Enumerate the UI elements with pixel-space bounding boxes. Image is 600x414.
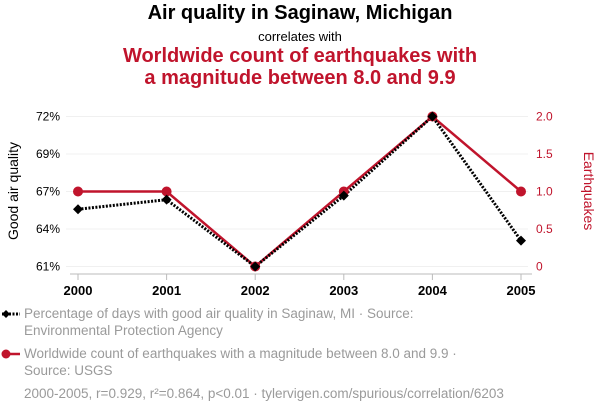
air-quality-point xyxy=(250,261,261,272)
air-quality-line xyxy=(77,114,523,269)
chart-title-2: Worldwide count of earthquakes with a ma… xyxy=(0,45,600,89)
air-quality-point xyxy=(427,111,438,122)
x-tick-label: 2002 xyxy=(241,283,270,298)
y2-tick-label: 0 xyxy=(536,260,543,274)
x-tick-label: 2000 xyxy=(64,283,93,298)
chart-title: Air quality in Saginaw, Michigan xyxy=(147,2,453,24)
air-quality-point xyxy=(161,194,172,205)
x-tick-label: 2004 xyxy=(418,283,448,298)
legend-air-line2: Environmental Protection Agency xyxy=(24,323,223,338)
title2-line1: Worldwide count of earthquakes with xyxy=(122,45,478,67)
y2-tick-label: 1.5 xyxy=(536,147,553,161)
y-tick-label: 64% xyxy=(36,222,60,236)
earthquakes-line xyxy=(78,114,522,269)
legend-quakes-circle-icon xyxy=(1,349,11,359)
y-tick-label: 61% xyxy=(36,260,60,274)
legend-air-line1: Percentage of days with good air quality… xyxy=(24,306,414,321)
x-tick-label: 2003 xyxy=(329,283,358,298)
y-tick-label: 67% xyxy=(36,185,60,199)
x-tick-label: 2001 xyxy=(152,283,181,298)
title2-line2: a magnitude between 8.0 and 9.9 xyxy=(144,67,456,89)
air-quality-point xyxy=(338,190,349,201)
y2-tick-label: 0.5 xyxy=(536,222,553,236)
chart-subtitle: correlates with xyxy=(258,29,342,44)
y2-tick-label: 1.0 xyxy=(536,185,553,199)
y-axis-label: Good air quality xyxy=(5,142,21,240)
air-quality-point xyxy=(73,204,83,215)
legend-item-air: Percentage of days with good air quality… xyxy=(24,305,584,339)
air-quality-point xyxy=(516,235,526,246)
earthquakes-point xyxy=(516,186,526,197)
earthquakes-point xyxy=(73,186,83,197)
y-tick-label: 69% xyxy=(36,147,60,161)
legend-quakes-line1: Worldwide count of earthquakes with a ma… xyxy=(24,346,457,361)
legend-item-quakes: Worldwide count of earthquakes with a ma… xyxy=(24,345,584,379)
y2-tick-label: 2.0 xyxy=(536,110,553,124)
x-tick-label: 2005 xyxy=(507,283,536,298)
y2-axis-label: Earthquakes xyxy=(581,152,597,231)
legend-air-diamond-icon xyxy=(2,310,10,318)
footer-note: 2000-2005, r=0.929, r²=0.864, p<0.01 · t… xyxy=(24,386,504,401)
y-tick-label: 72% xyxy=(36,110,60,124)
legend-quakes-line2: Source: USGS xyxy=(24,363,113,378)
earthquakes-point xyxy=(161,186,172,197)
